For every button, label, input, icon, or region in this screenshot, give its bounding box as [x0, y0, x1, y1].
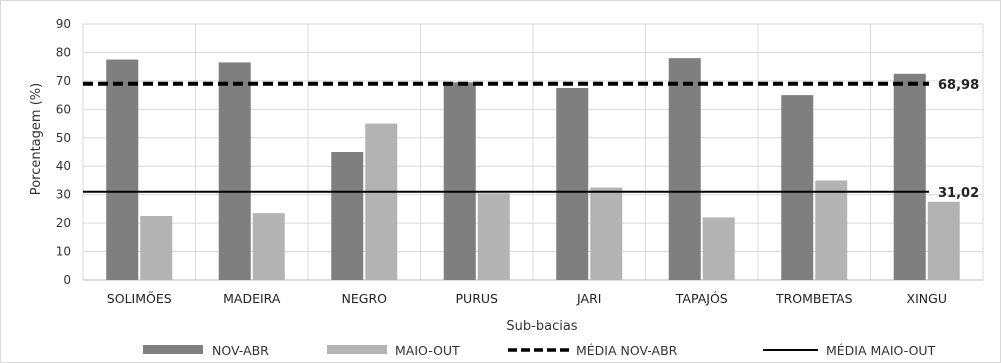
legend: NOV-ABR MAIO-OUT MÉDIA NOV-ABR MÉDIA MAIO-O…: [143, 343, 936, 358]
x-category-label: SOLIMÕES: [107, 291, 172, 306]
bar-maio-out: [252, 213, 285, 280]
bar-nov-abr: [668, 58, 701, 281]
bar-nov-abr: [443, 82, 476, 280]
x-category-label: JARI: [576, 291, 601, 306]
x-category-label: XINGU: [907, 291, 947, 306]
x-category-label: MADEIRA: [223, 291, 281, 306]
y-tick-label: 50: [56, 131, 71, 145]
legend-swatch: [327, 345, 387, 354]
y-tick-label: 40: [56, 159, 71, 173]
y-tick-label: 20: [56, 216, 71, 230]
bar-maio-out: [590, 187, 623, 280]
bar-nov-abr: [218, 62, 251, 281]
legend-label: MAIO-OUT: [395, 343, 460, 358]
legend-swatch: [143, 345, 203, 354]
y-tick-label: 10: [56, 245, 71, 259]
x-category-label: TROMBETAS: [775, 291, 853, 306]
y-tick-label: 80: [56, 45, 71, 59]
bar-maio-out: [365, 123, 398, 280]
bars: [106, 58, 960, 281]
bar-nov-abr: [106, 59, 139, 280]
reference-lines: 68,98 31,02: [83, 78, 979, 201]
y-tick-label: 60: [56, 102, 71, 116]
x-axis-title: Sub-bacias: [506, 319, 577, 334]
y-tick-label: 0: [63, 273, 71, 287]
reference-line-label: 68,98: [938, 78, 979, 93]
x-category-label: TAPAJÓS: [675, 291, 728, 306]
bar-maio-out: [702, 217, 735, 280]
bar-nov-abr: [556, 88, 589, 280]
bar-maio-out: [927, 201, 960, 280]
legend-label: MÉDIA NOV-ABR: [576, 343, 678, 358]
legend-label: NOV-ABR: [212, 343, 269, 358]
x-category-label: NEGRO: [342, 291, 388, 306]
bar-maio-out: [477, 193, 510, 280]
bar-nov-abr: [781, 95, 814, 280]
x-category-label: PURUS: [456, 291, 499, 306]
bar-maio-out: [140, 216, 173, 280]
y-tick-label: 90: [56, 17, 71, 31]
y-tick-label: 30: [56, 188, 71, 202]
y-tick-label: 70: [56, 74, 71, 88]
y-axis-title: Porcentagem (%): [29, 83, 44, 195]
bar-maio-out: [815, 180, 848, 280]
bar-nov-abr: [893, 73, 926, 281]
bar-nov-abr: [331, 152, 364, 280]
y-axis-ticks: 0 10 20 30 40 50 60 70 80 90: [56, 17, 71, 287]
legend-label: MÉDIA MAIO-OUT: [826, 343, 936, 358]
reference-line-label: 31,02: [938, 186, 979, 201]
x-axis-categories: SOLIMÕES MADEIRA NEGRO PURUS JARI TAPAJÓS TROM…: [107, 291, 947, 306]
